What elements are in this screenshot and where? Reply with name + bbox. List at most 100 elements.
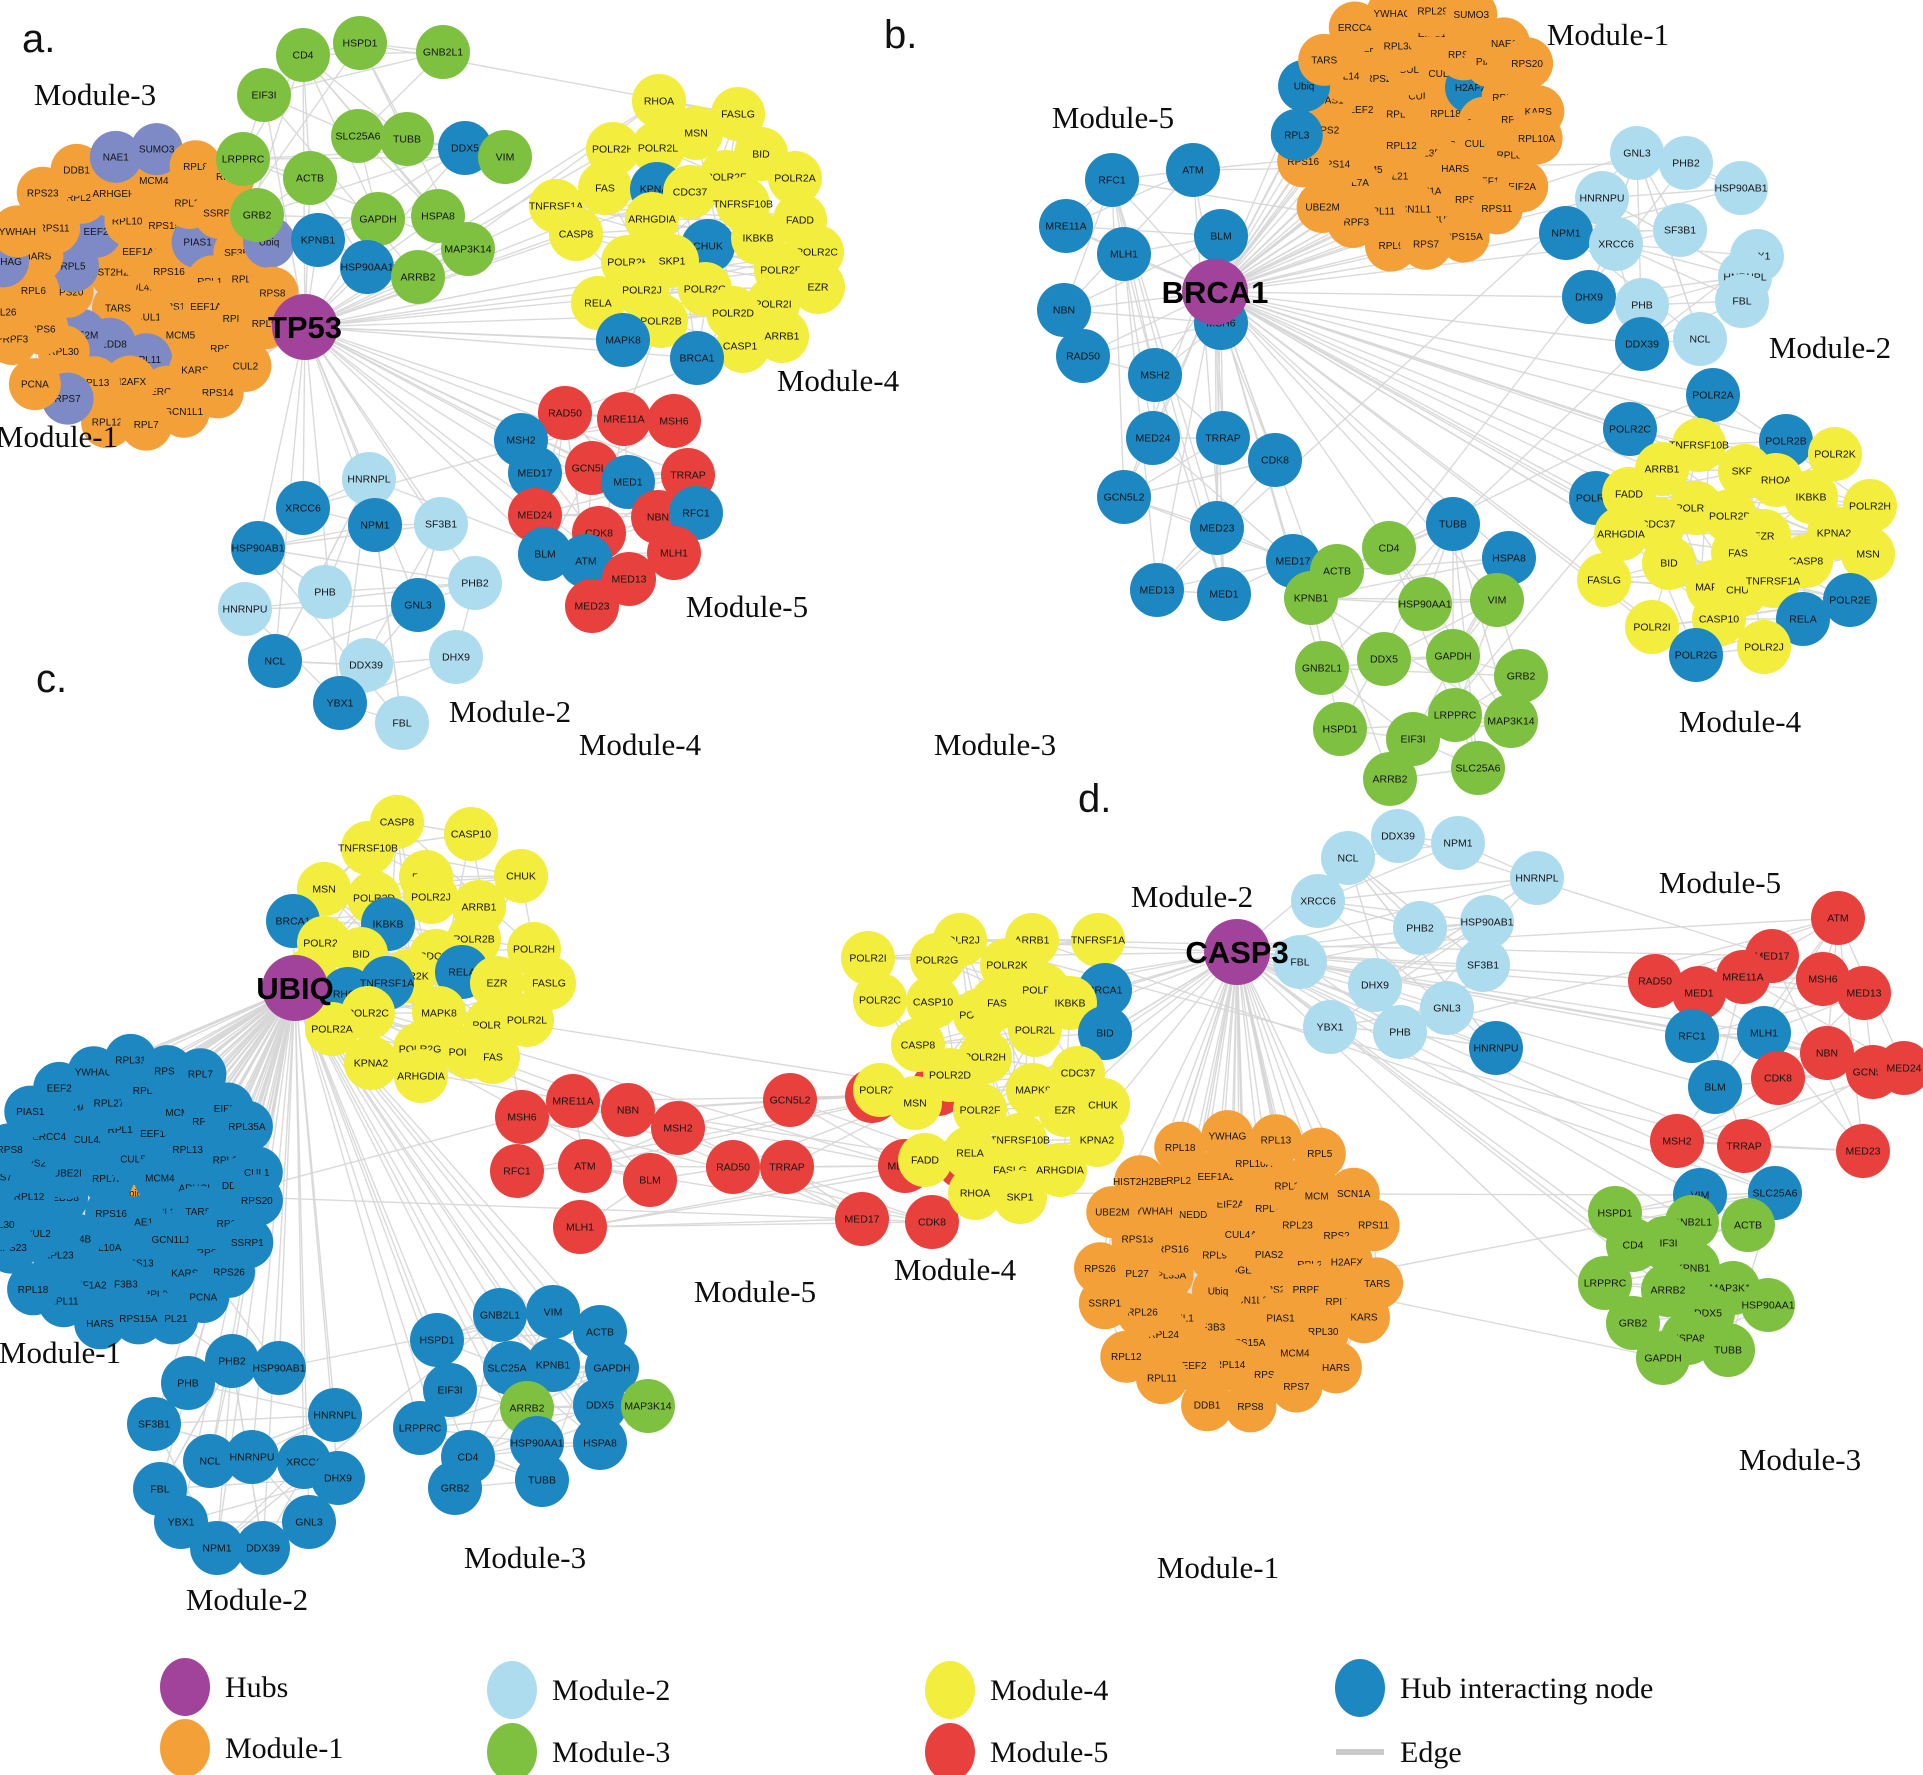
node-DDB1 xyxy=(1181,1379,1234,1432)
node-XRCC6 xyxy=(1291,874,1345,928)
node-HSP90AB1 xyxy=(1714,161,1768,215)
nodes-layer: CUL4BRPS13CUL1TARSHIST2H2BEEEF1A1RPS16MC… xyxy=(0,0,1923,1575)
node-label: RFC1 xyxy=(682,508,710,520)
node-label: RPS8 xyxy=(1237,1402,1264,1413)
node-label: MAP3K14 xyxy=(624,1401,671,1413)
node-label: TUBB xyxy=(1439,519,1467,531)
node-TUBB xyxy=(515,1453,569,1507)
node-HSPD1 xyxy=(333,16,387,70)
node-label: ACTB xyxy=(296,173,324,185)
legend-label: Hubs xyxy=(225,1671,288,1704)
node-label: CUL5 xyxy=(120,1155,146,1166)
node-GRB2 xyxy=(230,188,284,242)
node-label: HSPA8 xyxy=(583,1438,617,1450)
node-label: BID xyxy=(1096,1028,1114,1040)
node-label: NBN xyxy=(647,512,669,524)
node-label: RPL13 xyxy=(79,378,110,389)
node-label: HNRNPU xyxy=(223,604,268,616)
node-DDX39 xyxy=(236,1521,290,1575)
node-label: RPS23 xyxy=(0,1243,27,1254)
legend-label: Hub interacting node xyxy=(1400,1672,1653,1705)
node-label: POLR2E xyxy=(303,938,344,950)
node-FAS xyxy=(970,976,1024,1030)
node-label: RPS15A xyxy=(119,1314,158,1325)
node-LRPPRC xyxy=(393,1401,447,1455)
node-label: RPL9 xyxy=(252,319,277,330)
node-label: RPL10A xyxy=(1518,134,1556,145)
node-ARHGDIA xyxy=(1033,1143,1087,1197)
node-label: RPL18 xyxy=(1165,1143,1196,1154)
node-label: HSP90AA1 xyxy=(1398,599,1451,611)
node-label: RPL30 xyxy=(0,1220,15,1231)
node-label: MCM5 xyxy=(165,1108,195,1119)
node-NAE1 xyxy=(89,130,142,183)
node-label: NPM1 xyxy=(1443,838,1472,850)
node-DDX39 xyxy=(1371,809,1425,863)
node-RAD50 xyxy=(706,1140,760,1194)
node-label: RPS3 xyxy=(210,344,237,355)
node-label: RPS15A xyxy=(1227,1338,1266,1349)
node-NPM1 xyxy=(348,498,402,552)
node-label: FAS xyxy=(483,1052,503,1064)
node-label: LRPPRC xyxy=(1584,1278,1627,1290)
node-label: MCM4 xyxy=(139,176,169,187)
node-TARS xyxy=(1298,33,1351,86)
node-CD4 xyxy=(1606,1218,1660,1272)
node-label: XRCC6 xyxy=(286,1457,322,1469)
node-label: RPL14 xyxy=(1215,1360,1246,1371)
legend-swatch-module-2 xyxy=(487,1661,537,1719)
node-label: TNFRSF10B xyxy=(713,199,773,211)
node-label: EZR xyxy=(487,978,508,990)
node-FBL xyxy=(1715,274,1769,328)
node-MED13 xyxy=(1130,563,1184,617)
node-EIF3I xyxy=(1386,712,1440,766)
module-label-module-3: Module-3 xyxy=(34,77,156,112)
node-label: MED13 xyxy=(611,574,646,586)
node-label: ARHGDIA xyxy=(1597,529,1645,541)
node-label: RPL7 xyxy=(134,420,159,431)
node-label: PHB2 xyxy=(461,578,489,590)
node-KPNB1 xyxy=(1284,571,1338,625)
node-label: RPL12 xyxy=(14,1192,45,1203)
node-ARHGDIA xyxy=(1594,507,1648,561)
node-label: NAE1 xyxy=(127,1217,154,1228)
node-label: SUMO3 xyxy=(139,145,175,156)
node-LRPPRC xyxy=(1578,1256,1632,1310)
node-label: UBE2M xyxy=(1095,1208,1129,1219)
node-label: POLR2J xyxy=(1744,642,1784,654)
node-RPL30 xyxy=(0,1198,26,1251)
node-label: RPL26 xyxy=(1127,1307,1158,1318)
legend-label: Module-3 xyxy=(552,1736,670,1769)
node-label: XRCC6 xyxy=(285,503,321,515)
node-label: PHB xyxy=(1631,300,1653,312)
node-MED23 xyxy=(565,579,619,633)
node-LRPPRC xyxy=(1428,688,1482,742)
node-label: HARS xyxy=(1322,1363,1350,1374)
node-label: RPL10A xyxy=(84,1243,122,1254)
node-CDK8 xyxy=(905,1195,959,1249)
node-DDX39 xyxy=(339,638,393,692)
node-TNFRSF1A xyxy=(1071,913,1125,967)
node-label: HSP90AA1 xyxy=(340,262,393,274)
node-MSH6 xyxy=(1796,952,1850,1006)
node-ATM xyxy=(558,1139,612,1193)
node-HNRNPU xyxy=(1469,1021,1523,1075)
node-label: RPL26 xyxy=(0,308,17,319)
node-GRB2 xyxy=(1606,1296,1660,1350)
node-NBN xyxy=(1037,283,1091,337)
node-label: MRE11A xyxy=(1722,972,1763,984)
node-POLR2A xyxy=(1686,368,1740,422)
node-POLR2I xyxy=(1625,600,1679,654)
node-ATM xyxy=(559,534,613,588)
node-label: FAS xyxy=(987,998,1007,1010)
node-label: EIF3I xyxy=(437,1385,462,1397)
node-DHX9 xyxy=(1562,270,1616,324)
node-label: CD4 xyxy=(1378,543,1399,555)
node-label: MED23 xyxy=(574,601,609,613)
node-label: RPL26 xyxy=(143,1290,174,1301)
node-label: HNRNPL xyxy=(347,474,390,486)
node-label: RPL31 xyxy=(115,1055,146,1066)
node-label: KARS xyxy=(1350,1313,1378,1324)
node-PHB xyxy=(1615,278,1669,332)
node-ARRB2 xyxy=(391,250,445,304)
